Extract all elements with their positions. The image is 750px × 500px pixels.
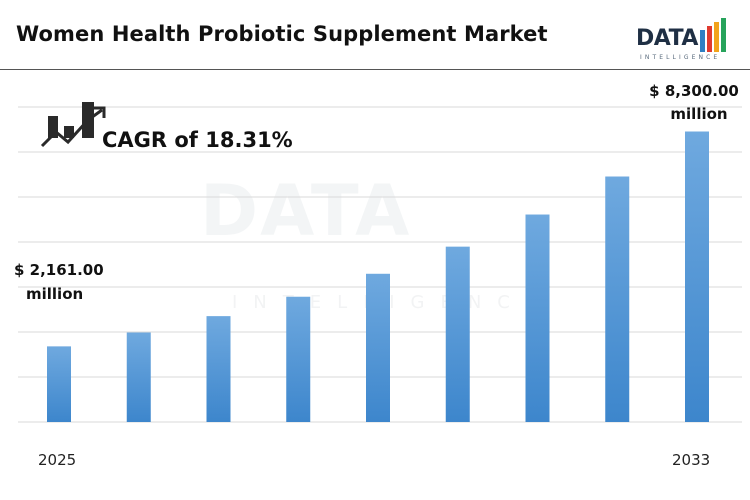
last-value-label: $ 8,300.00 million [642, 80, 746, 126]
bar-2027 [206, 316, 231, 422]
x-tick-first: 2025 [38, 451, 77, 469]
watermark-word: DATA [200, 170, 412, 252]
cagr-label: CAGR of 18.31% [102, 128, 293, 152]
bar-2032 [605, 176, 630, 422]
bar-2028 [286, 296, 311, 422]
bar-2029 [366, 273, 390, 422]
bar-chart [18, 106, 742, 423]
header-divider [0, 69, 750, 70]
chart-title: Women Health Probiotic Supplement Market [16, 22, 548, 46]
bar-2026 [126, 332, 151, 422]
brand-logo: DATA INTELLIGENCE [636, 12, 732, 64]
logo-subtitle: INTELLIGENCE [640, 54, 721, 61]
first-value-amount: $ 2,161.00 [14, 261, 104, 279]
bar-2033 [685, 131, 709, 422]
bar-2031 [525, 214, 550, 422]
x-tick-last: 2033 [672, 451, 711, 469]
bar-2025 [47, 346, 71, 422]
first-value-label: $ 2,161.00 million [14, 258, 104, 306]
growth-chart-icon [40, 102, 106, 148]
logo-bars-icon [700, 18, 726, 52]
last-value-amount: $ 8,300.00 [649, 82, 739, 100]
last-value-unit: million [670, 105, 728, 123]
first-value-unit: million [26, 285, 84, 303]
logo-word: DATA [636, 26, 698, 51]
bar-2030 [445, 246, 470, 422]
